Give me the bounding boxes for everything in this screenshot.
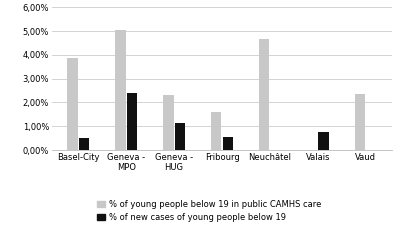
Legend: % of young people below 19 in public CAMHS care, % of new cases of young people : % of young people below 19 in public CAM… — [97, 200, 322, 222]
Bar — [175, 123, 185, 150]
Bar — [67, 58, 78, 150]
Bar — [318, 132, 329, 150]
Bar — [79, 138, 89, 150]
Bar — [115, 30, 126, 150]
Bar — [222, 137, 233, 150]
Bar — [355, 94, 365, 150]
Bar — [163, 95, 174, 150]
Bar — [211, 112, 222, 150]
Bar — [259, 39, 269, 150]
Bar — [127, 93, 137, 150]
